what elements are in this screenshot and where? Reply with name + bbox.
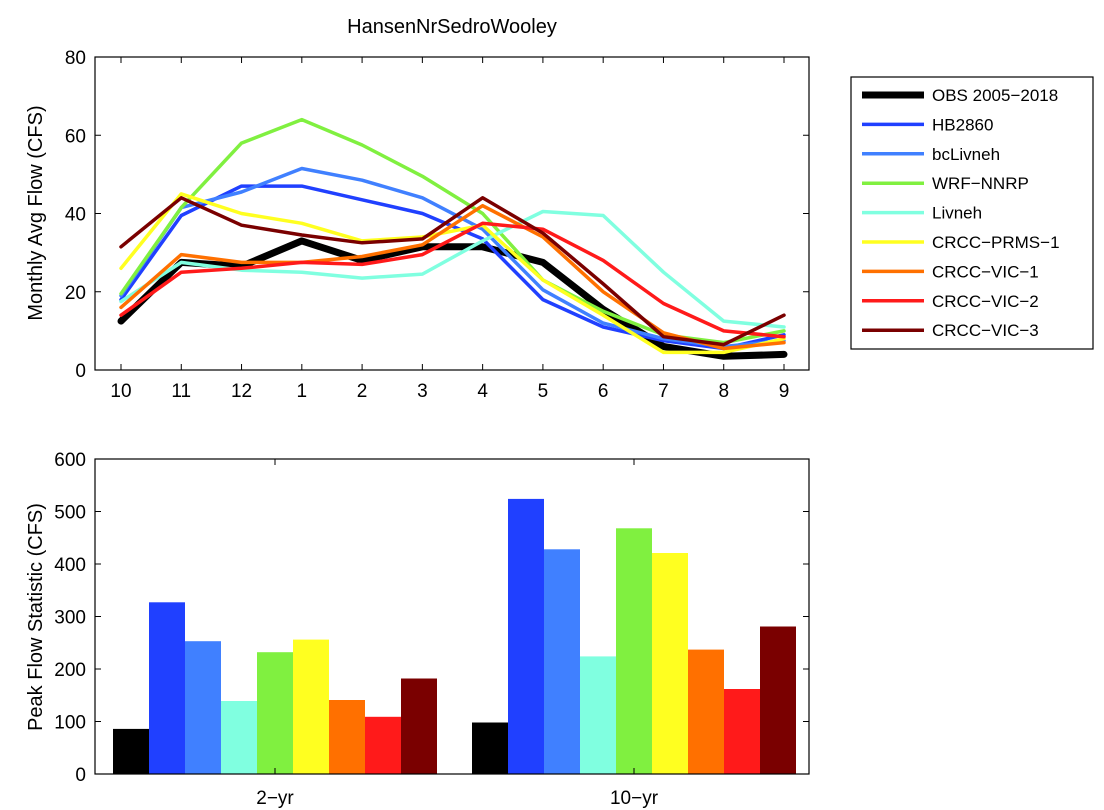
y-tick-label: 100 bbox=[54, 713, 86, 734]
bar bbox=[185, 641, 221, 774]
bar bbox=[257, 652, 293, 774]
line-series-group bbox=[117, 117, 788, 360]
y-tick-label: 400 bbox=[54, 555, 86, 576]
bar bbox=[616, 528, 652, 774]
bar bbox=[544, 549, 580, 774]
x-tick-label: 7 bbox=[658, 381, 669, 402]
y-tick-label: 0 bbox=[75, 765, 86, 786]
legend-label: CRCC−VIC−3 bbox=[932, 321, 1039, 340]
x-tick-labels: 2−yr 10−yr bbox=[256, 459, 659, 809]
bar bbox=[365, 716, 401, 774]
legend-label: HB2860 bbox=[932, 115, 993, 134]
y-tick-label: 60 bbox=[65, 126, 86, 147]
legend: OBS 2005−2018 HB2860 bcLivneh WRF−NNRP Livne… bbox=[850, 76, 1094, 350]
bar-chart: 2−yr 10−yr 0 100 200 300 400 500 600 Peak Flow … bbox=[25, 450, 810, 809]
x-tick-label: 4 bbox=[477, 381, 488, 402]
x-tick-label: 9 bbox=[779, 381, 790, 402]
series-line bbox=[119, 166, 786, 349]
x-tick-label: 2 bbox=[357, 381, 368, 402]
bar bbox=[329, 700, 365, 774]
x-tick-label: 10 bbox=[110, 381, 131, 402]
bar bbox=[688, 649, 724, 774]
legend-label: CRCC−PRMS−1 bbox=[932, 233, 1060, 252]
y-tick-label: 200 bbox=[54, 660, 86, 681]
legend-label: CRCC−VIC−1 bbox=[932, 262, 1039, 281]
x-tick-labels: 10 11 12 1 2 3 4 5 6 7 8 9 bbox=[110, 57, 789, 402]
series-line bbox=[119, 192, 786, 355]
y-axis-label: Peak Flow Statistic (CFS) bbox=[25, 503, 47, 731]
x-tick-label: 1 bbox=[297, 381, 308, 402]
bar bbox=[221, 701, 257, 774]
series-line bbox=[119, 203, 786, 351]
legend-label: CRCC−VIC−2 bbox=[932, 292, 1039, 311]
y-tick-label: 80 bbox=[65, 48, 86, 69]
bar bbox=[508, 498, 544, 774]
x-tick-label: 10−yr bbox=[610, 788, 659, 809]
legend-label: WRF−NNRP bbox=[932, 174, 1029, 193]
legend-label: bcLivneh bbox=[932, 145, 1000, 164]
y-tick-label: 600 bbox=[54, 450, 86, 471]
y-tick-label: 0 bbox=[75, 361, 86, 382]
series-line bbox=[119, 196, 786, 347]
bar bbox=[401, 678, 437, 774]
y-tick-label: 40 bbox=[65, 205, 86, 226]
bar bbox=[652, 553, 688, 774]
x-tick-label: 3 bbox=[417, 381, 428, 402]
bar bbox=[293, 639, 329, 774]
line-chart: HansenNrSedroWooley 10 11 12 1 2 3 4 5 6 7 8 9 0204… bbox=[25, 16, 810, 402]
x-tick-label: 6 bbox=[598, 381, 609, 402]
y-tick-labels: 0 20 40 60 80 bbox=[65, 48, 809, 382]
bar bbox=[113, 728, 149, 774]
y-tick-labels: 0 100 200 300 400 500 600 bbox=[54, 450, 809, 786]
x-tick-label: 5 bbox=[538, 381, 549, 402]
bar bbox=[580, 656, 616, 774]
x-tick-label: 12 bbox=[231, 381, 252, 402]
series-line bbox=[117, 237, 788, 360]
chart-title: HansenNrSedroWooley bbox=[347, 16, 557, 38]
legend-label: OBS 2005−2018 bbox=[932, 86, 1058, 105]
bar-group bbox=[113, 498, 796, 774]
y-tick-label: 20 bbox=[65, 283, 86, 304]
bar bbox=[760, 626, 796, 774]
x-tick-label: 11 bbox=[171, 381, 191, 402]
legend-label: Livneh bbox=[932, 204, 982, 223]
x-tick-label: 8 bbox=[718, 381, 729, 402]
y-tick-label: 300 bbox=[54, 608, 86, 629]
bar bbox=[149, 602, 185, 774]
y-axis-label: Monthly Avg Flow (CFS) bbox=[25, 105, 47, 320]
bar bbox=[724, 689, 760, 774]
y-tick-label: 500 bbox=[54, 503, 86, 524]
bar bbox=[472, 722, 508, 774]
x-tick-label: 2−yr bbox=[256, 788, 294, 809]
series-line bbox=[119, 221, 786, 339]
